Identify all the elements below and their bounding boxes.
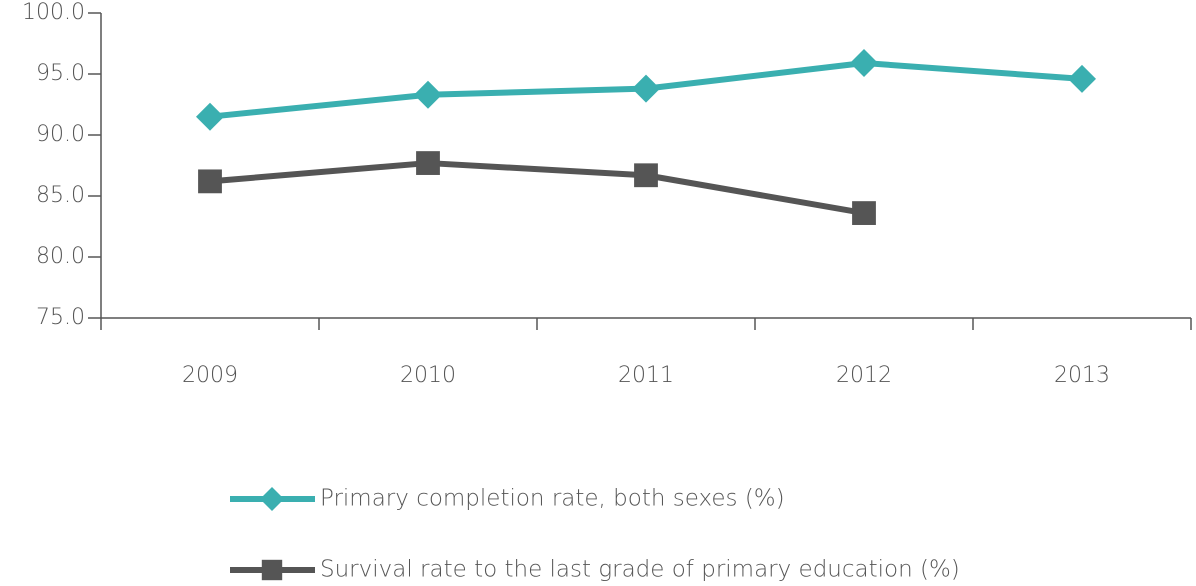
y-tick-label: 95.0 [36, 61, 85, 86]
x-tick-label: 2011 [618, 363, 674, 388]
legend-label: Primary completion rate, both sexes (%) [320, 486, 785, 512]
marker [414, 80, 442, 109]
x-tick-label: 2009 [182, 363, 238, 388]
marker [1068, 64, 1096, 93]
marker [196, 102, 224, 131]
marker [198, 169, 222, 194]
marker [632, 74, 660, 103]
y-tick-label: 85.0 [36, 183, 85, 208]
y-tick-label: 90.0 [36, 122, 85, 147]
y-tick-label: 80.0 [36, 244, 85, 269]
marker [634, 163, 658, 188]
legend-label: Survival rate to the last grade of prima… [320, 557, 960, 583]
y-tick-label: 100.0 [22, 0, 85, 25]
marker [850, 49, 878, 78]
marker [852, 201, 876, 225]
y-tick-label: 75.0 [36, 305, 85, 330]
legend-marker [260, 487, 284, 511]
x-tick-label: 2013 [1054, 363, 1110, 388]
series-line [209, 160, 865, 217]
x-tick-label: 2012 [836, 363, 892, 388]
x-tick-label: 2010 [400, 363, 456, 388]
marker [416, 151, 440, 175]
legend-marker [261, 559, 283, 581]
